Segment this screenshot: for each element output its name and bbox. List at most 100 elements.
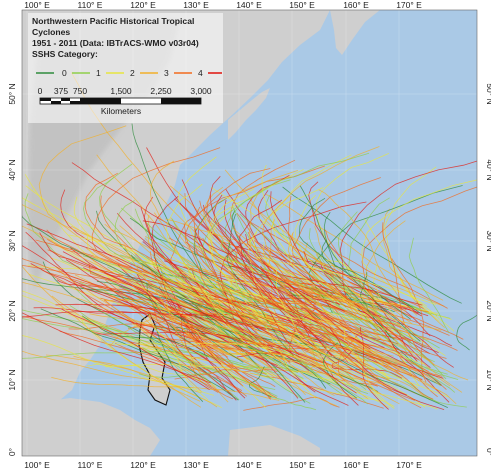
- lon-label: 140° E: [236, 0, 262, 10]
- cyclone-track: [142, 347, 276, 390]
- japan: [228, 88, 270, 140]
- lon-label: 170° E: [396, 0, 422, 10]
- cyclone-track: [360, 272, 392, 339]
- cyclone-track: [279, 299, 426, 379]
- cyclone-track: [275, 301, 382, 329]
- lat-label: 50° N: [485, 83, 491, 104]
- lat-label: 0°: [485, 448, 491, 456]
- scale-tick: 2,250: [150, 86, 172, 96]
- cyclone-track: [372, 265, 413, 333]
- label-cat-3: 3: [164, 68, 169, 78]
- scale-bar: 0 375 750 1,500 2,250 3,000 Kilometers: [38, 86, 212, 116]
- cyclone-track: [381, 222, 435, 366]
- cyclone-track: [348, 197, 429, 361]
- lon-label: 150° E: [289, 0, 315, 10]
- cyclone-track: [408, 237, 450, 334]
- cyclone-track: [22, 350, 284, 377]
- cyclone-track: [298, 197, 411, 320]
- cyclone-track: [186, 322, 349, 406]
- legend-title: Northwestern Pacific Historical Tropical…: [32, 16, 223, 60]
- cyclone-track: [118, 285, 235, 350]
- legend-category-label: SSHS Category:: [32, 49, 98, 59]
- scale-tick: 375: [54, 86, 68, 96]
- cyclone-track: [22, 257, 207, 329]
- cyclone-track: [292, 177, 429, 313]
- cyclone-track: [391, 258, 427, 383]
- legend-swatches: 0 1 2 3 4 5 0 375 750 1,500 2,250 3,000 …: [36, 68, 222, 116]
- scale-tick: 1,500: [110, 86, 132, 96]
- cyclone-track: [215, 324, 362, 392]
- cyclone-track: [22, 335, 215, 396]
- cyclone-track: [249, 372, 384, 409]
- lat-label: 0°: [7, 448, 17, 456]
- borneo: [22, 398, 160, 456]
- cyclone-track: [210, 186, 367, 316]
- cyclone-track: [156, 273, 302, 315]
- cyclone-track: [260, 267, 464, 340]
- cyclone-track: [361, 186, 477, 310]
- scale-unit: Kilometers: [101, 106, 141, 116]
- longitude-labels-top: 100° E 110° E 120° E 130° E 140° E 150° …: [24, 0, 422, 10]
- cyclone-track: [61, 308, 210, 391]
- lon-label: 100° E: [24, 0, 50, 10]
- cyclone-track: [194, 244, 376, 341]
- latitude-labels-right: 50° N 40° N 30° N 20° N 10° N 0°: [485, 83, 491, 456]
- cyclone-track: [318, 189, 418, 316]
- cyclone-track: [22, 215, 233, 321]
- cyclone-track: [183, 281, 362, 367]
- cyclone-track: [299, 185, 421, 342]
- lon-label: 120° E: [130, 460, 156, 470]
- cyclone-track: [185, 352, 284, 370]
- label-cat-0: 0: [62, 68, 67, 78]
- latitude-labels-left: 50° N 40° N 30° N 20° N 10° N 0°: [7, 83, 17, 456]
- cyclone-track: [299, 283, 447, 359]
- cyclone-track: [68, 234, 207, 301]
- cyclone-track: [134, 208, 264, 350]
- cyclone-track: [384, 166, 455, 332]
- cyclone-track: [177, 305, 271, 400]
- cyclone-track: [295, 314, 469, 381]
- cyclone-track: [55, 303, 402, 368]
- cyclone-track: [30, 263, 260, 351]
- lat-label: 10° N: [485, 369, 491, 390]
- lat-label: 20° N: [7, 300, 17, 321]
- lat-label: 30° N: [7, 230, 17, 251]
- cyclone-track: [108, 295, 278, 341]
- cyclone-track: [323, 211, 422, 314]
- cyclone-track: [65, 259, 222, 365]
- scale-tick: 750: [73, 86, 87, 96]
- cyclone-track: [120, 207, 308, 347]
- cyclone-track: [59, 330, 234, 400]
- cyclone-track: [191, 314, 299, 374]
- cyclone-track: [277, 319, 429, 372]
- cyclone-track: [329, 328, 407, 396]
- cyclone-track: [99, 176, 249, 325]
- cyclone-track: [41, 269, 243, 391]
- cyclone-track: [216, 235, 296, 313]
- cyclone-track: [142, 220, 345, 312]
- label-cat-4: 4: [198, 68, 203, 78]
- cyclone-track: [86, 234, 225, 311]
- label-cat-2: 2: [130, 68, 135, 78]
- cyclone-track: [123, 243, 263, 394]
- scale-tick: 3,000: [190, 86, 212, 96]
- cyclone-track: [189, 267, 366, 373]
- lon-label: 100° E: [24, 460, 50, 470]
- cyclone-track: [39, 232, 299, 322]
- cyclone-track: [302, 292, 452, 347]
- cyclone-track: [224, 179, 336, 311]
- label-cat-1: 1: [96, 68, 101, 78]
- cyclone-track: [176, 304, 357, 394]
- cyclone-track: [147, 342, 394, 357]
- cyclone-track: [248, 186, 395, 317]
- cyclone-track: [38, 125, 203, 315]
- cyclone-track: [288, 195, 407, 311]
- cyclone-track: [294, 334, 448, 408]
- cyclone-track: [325, 229, 448, 309]
- cyclone-track: [119, 225, 228, 337]
- cyclone-track: [105, 363, 268, 378]
- lon-label: 130° E: [183, 0, 209, 10]
- cyclone-track: [22, 294, 217, 388]
- cyclone-track: [323, 272, 450, 403]
